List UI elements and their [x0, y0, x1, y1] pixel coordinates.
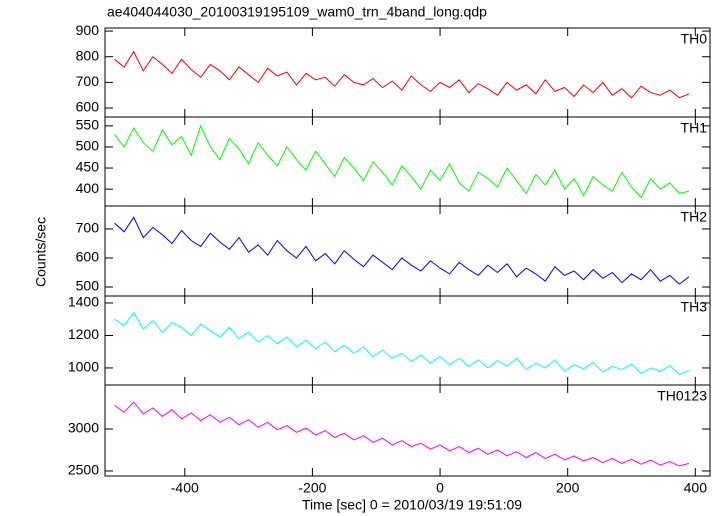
y-tick-label: 700 [76, 220, 100, 236]
panel-label: TH1 [681, 120, 708, 136]
y-tick-label: 2500 [68, 462, 99, 478]
data-line [114, 50, 690, 99]
y-tick-label: 400 [76, 180, 100, 196]
panel-label: TH0 [681, 31, 708, 47]
panel-frame [104, 384, 711, 477]
y-tick-label: 450 [76, 159, 100, 175]
data-line [114, 401, 690, 467]
x-tick-label: -200 [298, 480, 326, 496]
y-tick-label: 500 [76, 138, 100, 154]
y-tick-label: 600 [76, 99, 100, 115]
y-tick-label: 800 [76, 47, 100, 63]
data-line [114, 124, 690, 199]
y-tick-label: 700 [76, 73, 100, 89]
panel-frame [104, 116, 711, 207]
panel-label: TH0123 [657, 388, 707, 404]
data-line [114, 311, 690, 375]
x-tick-label: 200 [556, 480, 580, 496]
y-tick-label: 1400 [68, 294, 99, 310]
y-axis-label: Counts/sec [33, 217, 49, 287]
y-tick-label: 900 [76, 22, 100, 38]
y-tick-label: 550 [76, 117, 100, 133]
panel-frame [104, 205, 711, 297]
data-line [114, 216, 690, 285]
x-tick-label: 400 [684, 480, 708, 496]
x-axis-label: Time [sec] 0 = 2010/03/19 19:51:09 [302, 497, 522, 513]
panel-frame [104, 27, 711, 118]
panel-label: TH3 [681, 299, 708, 315]
x-tick-label: -400 [171, 480, 199, 496]
y-tick-label: 3000 [68, 420, 99, 436]
panel-label: TH2 [681, 209, 708, 225]
y-tick-label: 600 [76, 249, 100, 265]
y-tick-label: 1000 [68, 359, 99, 375]
chart-title: ae404044030_20100319195109_wam0_trn_4ban… [107, 4, 487, 20]
x-tick-label: 0 [436, 480, 444, 496]
panel-frame [104, 295, 711, 386]
y-tick-label: 500 [76, 278, 100, 294]
y-tick-label: 1200 [68, 326, 99, 342]
